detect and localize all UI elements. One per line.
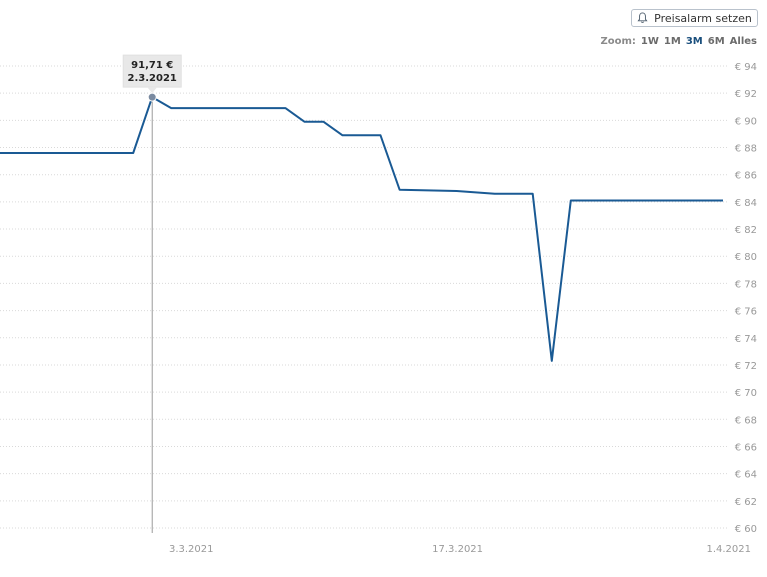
price-line bbox=[0, 96, 723, 362]
y-tick-label: € 62 bbox=[735, 497, 757, 508]
y-tick-label: € 60 bbox=[735, 524, 757, 535]
zoom-3m-button[interactable]: 3M bbox=[685, 35, 703, 47]
y-tick-label: € 94 bbox=[735, 62, 757, 73]
y-tick-label: € 76 bbox=[735, 307, 757, 318]
zoom-all-button[interactable]: Alles bbox=[729, 35, 757, 47]
y-tick-label: € 84 bbox=[735, 198, 757, 209]
y-tick-label: € 68 bbox=[735, 415, 757, 426]
y-tick-label: € 66 bbox=[735, 442, 757, 453]
y-tick-label: € 78 bbox=[735, 279, 757, 290]
zoom-6m-button[interactable]: 6M bbox=[707, 35, 725, 47]
zoom-selector: Zoom: 1W 1M 3M 6M Alles bbox=[600, 34, 757, 48]
zoom-1w-button[interactable]: 1W bbox=[640, 35, 659, 47]
hover-point-marker bbox=[147, 92, 157, 102]
y-tick-label: € 64 bbox=[735, 470, 757, 481]
y-tick-label: € 86 bbox=[735, 171, 757, 182]
zoom-label: Zoom: bbox=[600, 35, 636, 47]
x-tick-label: 17.3.2021 bbox=[432, 544, 483, 555]
x-axis-labels: 3.3.2021 17.3.2021 1.4.2021 bbox=[169, 544, 751, 555]
grid-lines bbox=[0, 65, 728, 529]
x-tick-label: 3.3.2021 bbox=[169, 544, 214, 555]
x-tick-label: 1.4.2021 bbox=[706, 544, 751, 555]
y-tick-label: € 70 bbox=[735, 388, 757, 399]
price-alarm-button[interactable]: Preisalarm setzen bbox=[631, 9, 758, 27]
zoom-1m-button[interactable]: 1M bbox=[663, 35, 681, 47]
price-alarm-label: Preisalarm setzen bbox=[654, 11, 752, 25]
y-tick-label: € 90 bbox=[735, 116, 757, 127]
tooltip-box bbox=[122, 54, 182, 88]
y-tick-label: € 88 bbox=[735, 144, 757, 155]
tooltip-price: 91,71 € bbox=[131, 60, 173, 71]
tooltip-date: 2.3.2021 bbox=[128, 73, 177, 84]
y-tick-label: € 82 bbox=[735, 225, 757, 236]
tooltip-arrow bbox=[147, 87, 158, 94]
y-axis-labels: € 60 € 62 € 64 € 66 € 68 € 70 € 72 € 74 € 76 € 78… bbox=[735, 62, 757, 535]
y-tick-label: € 74 bbox=[735, 334, 757, 345]
price-tooltip: 91,71 € 2.3.2021 bbox=[122, 54, 182, 94]
y-tick-label: € 80 bbox=[735, 252, 757, 263]
y-tick-label: € 92 bbox=[735, 89, 757, 100]
bell-icon bbox=[637, 12, 648, 23]
y-tick-label: € 72 bbox=[735, 361, 757, 372]
